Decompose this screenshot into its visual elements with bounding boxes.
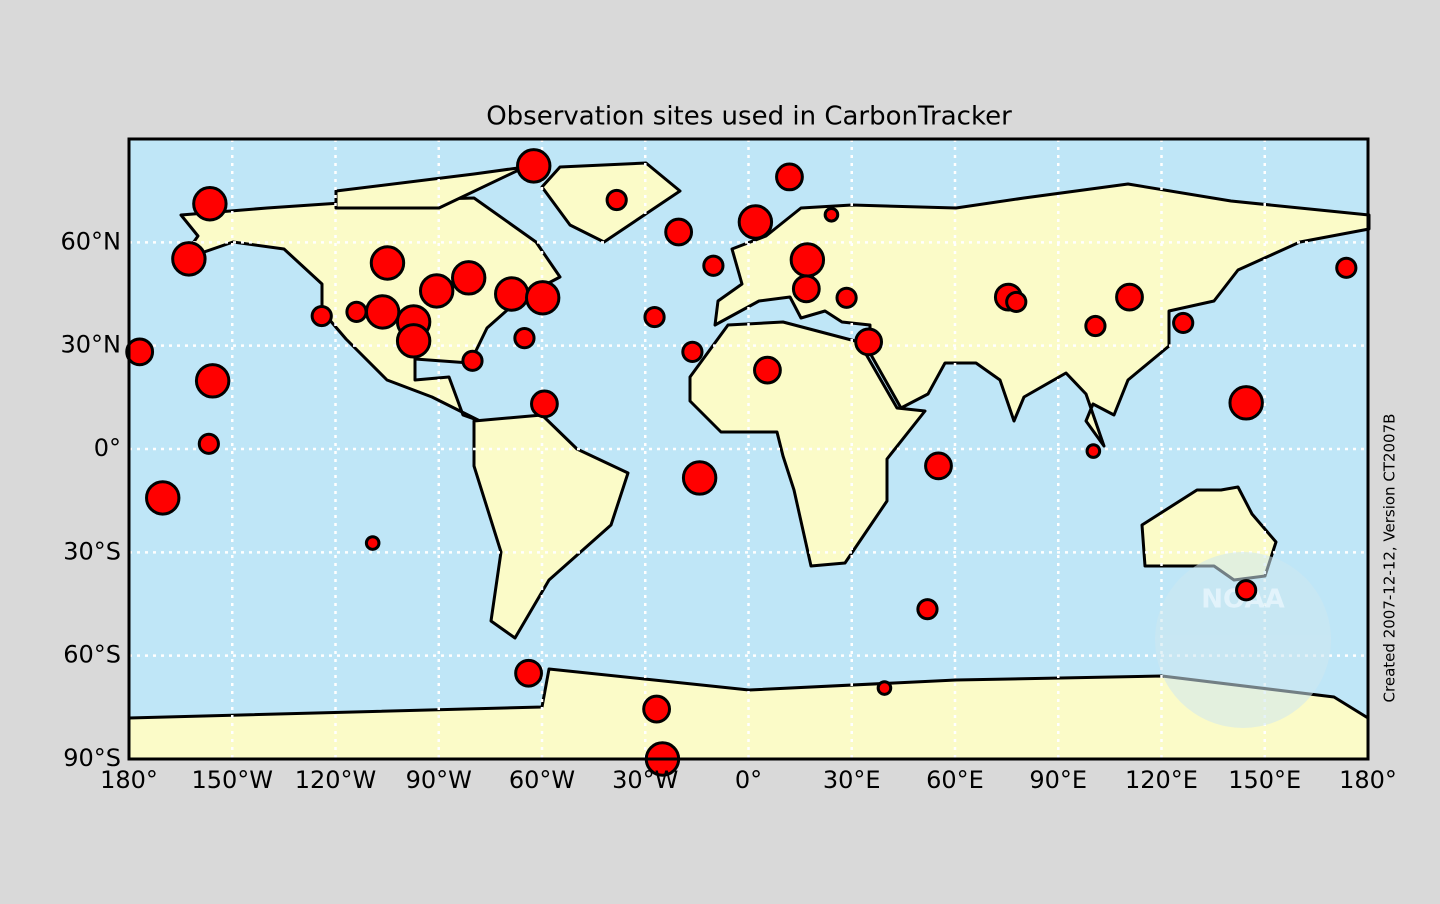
site <box>197 432 220 455</box>
frame <box>127 137 1370 761</box>
noaa-logo: NOAA <box>1155 552 1331 728</box>
site <box>461 349 484 372</box>
site <box>418 273 455 309</box>
site <box>876 680 893 696</box>
site <box>345 300 368 324</box>
site <box>494 276 530 312</box>
site <box>450 260 487 296</box>
chart-title: Observation sites used in CarbonTracker <box>486 102 1012 132</box>
site <box>145 480 181 516</box>
site <box>775 162 804 192</box>
site <box>524 280 561 316</box>
site <box>643 305 666 329</box>
y-tick-label: 30°N <box>61 331 122 359</box>
site <box>737 204 774 240</box>
site <box>1115 282 1144 312</box>
y-tick-label: 30°S <box>63 537 121 565</box>
y-tick-label: 90°S <box>63 744 121 772</box>
africa <box>688 320 927 568</box>
annotation: Created 2007-12-12, Version CT2007B <box>1381 414 1399 703</box>
x-tick-label: 150°W <box>191 766 273 794</box>
site <box>1084 314 1107 338</box>
site <box>1172 311 1195 335</box>
site <box>1235 579 1258 602</box>
x-tick-label: 90°W <box>406 766 472 794</box>
x-tick-label: 30°E <box>823 766 881 794</box>
y-tick-label: 60°N <box>61 227 122 255</box>
site <box>642 694 672 724</box>
site <box>125 337 155 367</box>
x-tick-label: 180° <box>1339 766 1397 794</box>
site <box>823 206 840 223</box>
site <box>702 254 725 277</box>
site <box>854 327 884 357</box>
site <box>664 217 694 247</box>
x-tick-label: 60°W <box>509 766 575 794</box>
x-tick-label: 90°E <box>1029 766 1087 794</box>
y-tick-label: 0° <box>94 434 121 462</box>
site <box>310 304 333 328</box>
site <box>1228 385 1264 421</box>
x-tick-label: 180° <box>100 766 158 794</box>
y-tick-label: 60°S <box>63 641 121 669</box>
site <box>681 460 718 496</box>
site <box>514 658 543 688</box>
site <box>681 340 704 363</box>
x-tick-label: 30°W <box>612 766 678 794</box>
site <box>364 294 401 330</box>
site <box>513 326 536 350</box>
site <box>1335 256 1358 279</box>
site <box>369 245 406 281</box>
site <box>924 451 953 481</box>
x-tick-label: 150°E <box>1228 766 1301 794</box>
x-tick-label: 120°W <box>295 766 377 794</box>
site <box>194 363 231 399</box>
site <box>916 598 939 621</box>
site <box>516 148 552 184</box>
site <box>1085 443 1102 459</box>
site <box>171 241 207 277</box>
site <box>789 242 826 278</box>
site <box>395 323 432 359</box>
south-america <box>472 413 630 640</box>
x-tick-label: 60°E <box>926 766 984 794</box>
site <box>753 355 782 385</box>
site <box>835 286 858 309</box>
site <box>192 186 228 222</box>
site <box>364 535 381 551</box>
site <box>530 389 559 419</box>
site <box>605 188 628 212</box>
site <box>1005 290 1028 314</box>
logo-circle <box>1155 552 1331 728</box>
x-tick-label: 120°E <box>1125 766 1198 794</box>
site <box>791 274 821 304</box>
x-tick-label: 0° <box>735 766 762 794</box>
sites <box>125 148 1358 777</box>
